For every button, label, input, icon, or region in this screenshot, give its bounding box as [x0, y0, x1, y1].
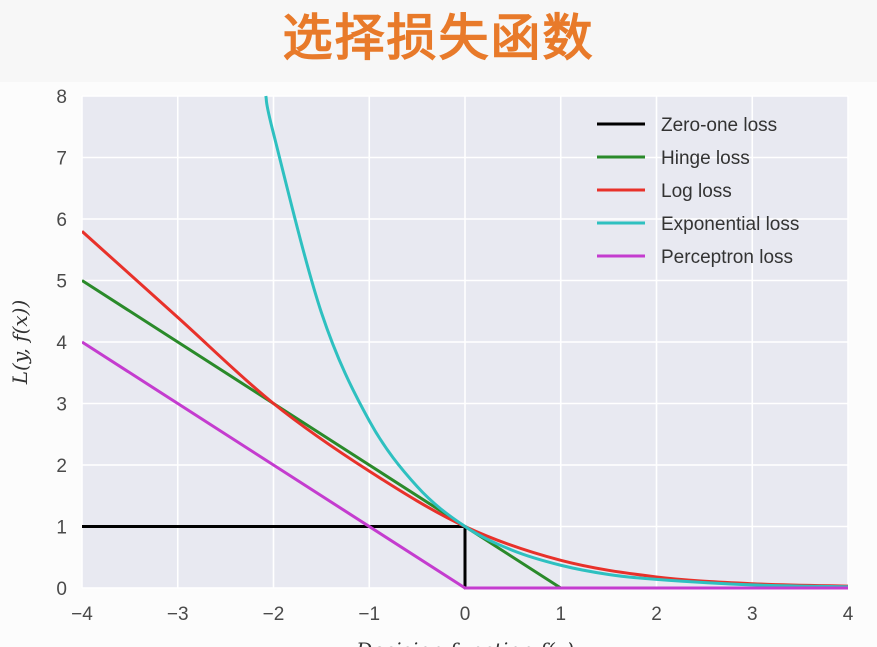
- y-tick-label: 1: [56, 518, 67, 539]
- y-tick-label: 3: [56, 395, 67, 416]
- series-group: [82, 95, 848, 590]
- x-tick-label: 3: [747, 604, 758, 625]
- series-line-perceptron-loss: [82, 340, 848, 590]
- slide-title: 选择损失函数: [282, 9, 595, 67]
- x-tick-label: −4: [71, 604, 93, 625]
- y-tick-label: 2: [56, 456, 67, 477]
- grid: [81, 95, 849, 589]
- tick-labels: −4 −3 −2 −1 0 1 2 3 4 0 1 2 3 4 5 6 7 8: [56, 87, 853, 625]
- legend: Zero-one loss Hinge loss Log loss Exponenti…: [597, 115, 799, 268]
- x-tick-label: −3: [167, 604, 189, 625]
- y-tick-label: 8: [56, 87, 67, 108]
- x-tick-label: −1: [358, 604, 380, 625]
- title-band: [0, 0, 877, 82]
- x-axis-label: Decision function f(x): [355, 638, 574, 647]
- legend-label: Perceptron loss: [661, 247, 793, 268]
- legend-label: Zero-one loss: [661, 115, 777, 136]
- series-line-exponential-loss: [264, 95, 848, 589]
- legend-label: Exponential loss: [661, 214, 799, 235]
- x-tick-label: 2: [651, 604, 662, 625]
- x-tick-label: 1: [555, 604, 566, 625]
- legend-label: Log loss: [661, 181, 732, 202]
- legend-label: Hinge loss: [661, 148, 750, 169]
- x-tick-label: 0: [460, 604, 471, 625]
- y-tick-label: 0: [56, 579, 67, 600]
- y-tick-label: 7: [56, 149, 67, 170]
- y-tick-label: 5: [56, 272, 67, 293]
- y-tick-label: 4: [56, 333, 67, 354]
- x-tick-label: 4: [843, 604, 854, 625]
- x-tick-label: −2: [263, 604, 285, 625]
- y-tick-label: 6: [56, 210, 67, 231]
- y-axis-label: L(y, f(x)): [8, 300, 32, 386]
